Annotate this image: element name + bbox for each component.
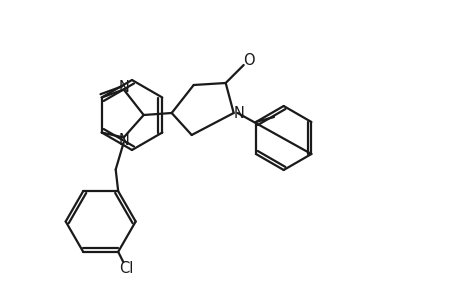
Text: N: N (233, 106, 244, 121)
Text: O: O (242, 52, 254, 68)
Text: N: N (118, 133, 129, 148)
Text: N: N (118, 80, 129, 95)
Text: Cl: Cl (119, 261, 133, 276)
